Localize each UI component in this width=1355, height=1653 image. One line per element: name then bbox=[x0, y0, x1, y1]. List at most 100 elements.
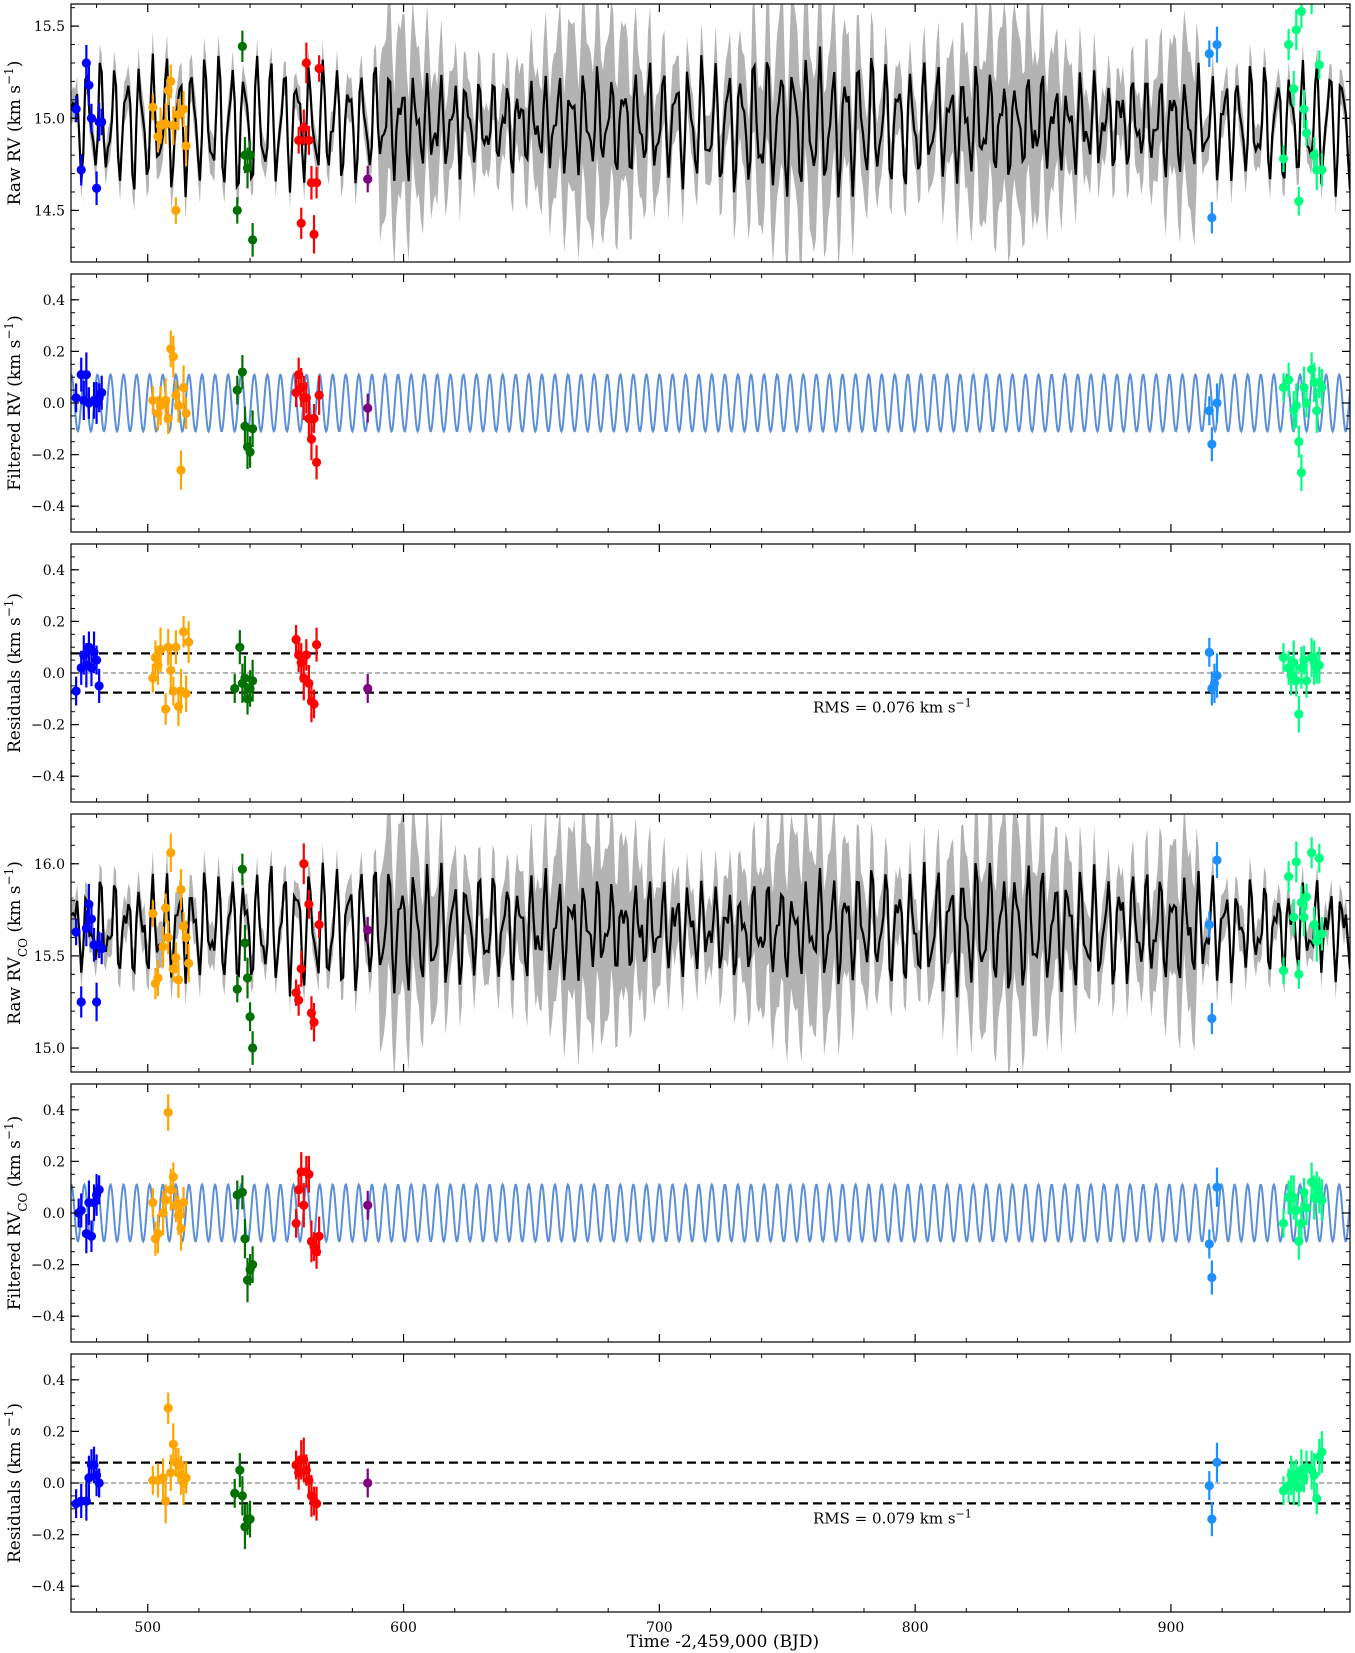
data-point bbox=[245, 447, 255, 457]
y-axis-label: Residuals (km s−1) bbox=[2, 1403, 25, 1563]
data-point bbox=[1207, 213, 1217, 223]
data-point bbox=[237, 1187, 247, 1197]
data-point bbox=[245, 1514, 255, 1524]
data-point bbox=[81, 370, 91, 380]
model-line bbox=[71, 46, 1350, 198]
data-point bbox=[178, 1198, 189, 1208]
data-point bbox=[1294, 437, 1304, 447]
y-tick-label: 0.0 bbox=[43, 666, 65, 682]
data-point bbox=[1301, 892, 1312, 902]
data-point bbox=[153, 1229, 163, 1239]
data-point bbox=[1204, 1239, 1214, 1249]
data-point bbox=[1278, 966, 1289, 976]
data-point bbox=[94, 1478, 104, 1488]
panel-frame bbox=[70, 543, 1351, 803]
data-point bbox=[1212, 670, 1222, 681]
data-point bbox=[314, 390, 324, 400]
data-point bbox=[1317, 1447, 1327, 1457]
data-point bbox=[296, 218, 306, 228]
y-tick-label: 0.2 bbox=[43, 1154, 65, 1170]
data-point bbox=[148, 395, 158, 406]
data-point bbox=[1314, 853, 1324, 863]
data-point bbox=[1312, 1493, 1322, 1504]
data-point bbox=[1314, 60, 1324, 70]
data-point bbox=[311, 457, 322, 467]
data-point bbox=[148, 673, 158, 683]
data-point bbox=[1301, 398, 1312, 408]
data-point bbox=[1291, 857, 1301, 867]
data-point bbox=[1278, 382, 1289, 393]
data-point bbox=[1317, 1195, 1327, 1205]
y-tick-label: 0.0 bbox=[43, 1476, 65, 1492]
data-point bbox=[301, 393, 311, 403]
y-tick-label: −0.2 bbox=[31, 448, 65, 464]
data-point bbox=[171, 642, 181, 652]
data-point bbox=[1212, 1457, 1222, 1467]
sinusoid-fit bbox=[71, 372, 1350, 434]
y-tick-label: −0.4 bbox=[31, 769, 65, 785]
y-tick-label: 0.2 bbox=[43, 1424, 65, 1440]
data-point bbox=[240, 1234, 250, 1244]
y-tick-label: 15.0 bbox=[34, 1041, 65, 1057]
y-tick-label: 0.2 bbox=[43, 614, 65, 630]
data-point bbox=[84, 80, 94, 90]
x-tick-label: 500 bbox=[134, 1620, 161, 1636]
data-point bbox=[294, 995, 304, 1005]
data-point bbox=[248, 1043, 258, 1053]
data-point bbox=[76, 165, 86, 175]
data-point bbox=[168, 351, 178, 362]
data-point bbox=[163, 642, 173, 652]
data-point bbox=[86, 914, 97, 924]
data-point bbox=[1296, 6, 1306, 16]
data-point bbox=[181, 689, 191, 699]
data-point bbox=[181, 408, 191, 418]
y-axis-label: Raw RVCO (km s−1) bbox=[2, 861, 30, 1025]
data-point bbox=[97, 117, 107, 127]
panel-3: RMS = 0.076 km s−1 −0.4 −0.2 0.0 0.2 0.4 Resid… bbox=[2, 543, 1351, 803]
panel-frame bbox=[70, 1083, 1351, 1343]
data-point bbox=[176, 1223, 186, 1234]
data-point bbox=[1294, 969, 1304, 979]
data-point bbox=[1317, 165, 1327, 175]
data-point bbox=[148, 1198, 158, 1208]
rms-label: RMS = 0.079 km s−1 bbox=[813, 1507, 972, 1528]
data-point bbox=[178, 382, 189, 393]
y-tick-label: −0.4 bbox=[31, 499, 65, 515]
data-point bbox=[91, 655, 102, 665]
data-point bbox=[1291, 1205, 1301, 1216]
data-point bbox=[161, 903, 171, 913]
data-point bbox=[81, 923, 91, 933]
plot-area bbox=[71, 1392, 1350, 1550]
data-point bbox=[1317, 929, 1327, 939]
data-point bbox=[166, 665, 176, 676]
data-point bbox=[163, 1107, 173, 1117]
data-point bbox=[232, 205, 242, 215]
data-point bbox=[155, 645, 166, 655]
x-tick-label: 800 bbox=[902, 1620, 929, 1636]
y-tick-label: 0.4 bbox=[43, 563, 65, 579]
data-point bbox=[158, 942, 168, 952]
y-tick-label: 0.0 bbox=[43, 396, 65, 412]
data-point bbox=[301, 650, 311, 660]
data-point bbox=[173, 400, 184, 411]
data-point bbox=[237, 864, 247, 874]
rms-label: RMS = 0.076 km s−1 bbox=[813, 696, 972, 717]
data-point bbox=[71, 927, 81, 937]
data-point bbox=[299, 859, 309, 869]
data-point bbox=[1207, 1013, 1217, 1024]
y-axis-label: Filtered RV (km s−1) bbox=[2, 315, 25, 490]
data-point bbox=[86, 113, 97, 123]
data-point bbox=[76, 1205, 86, 1216]
y-tick-label: −0.4 bbox=[31, 1579, 65, 1595]
data-point bbox=[71, 686, 81, 696]
data-point bbox=[1294, 196, 1304, 206]
y-axis-label: Residuals (km s−1) bbox=[2, 593, 25, 753]
data-point bbox=[178, 104, 189, 114]
data-point bbox=[237, 367, 247, 377]
data-point bbox=[184, 637, 194, 647]
data-point bbox=[299, 1200, 309, 1210]
data-point bbox=[311, 1499, 322, 1509]
y-tick-label: 15.5 bbox=[34, 949, 65, 965]
